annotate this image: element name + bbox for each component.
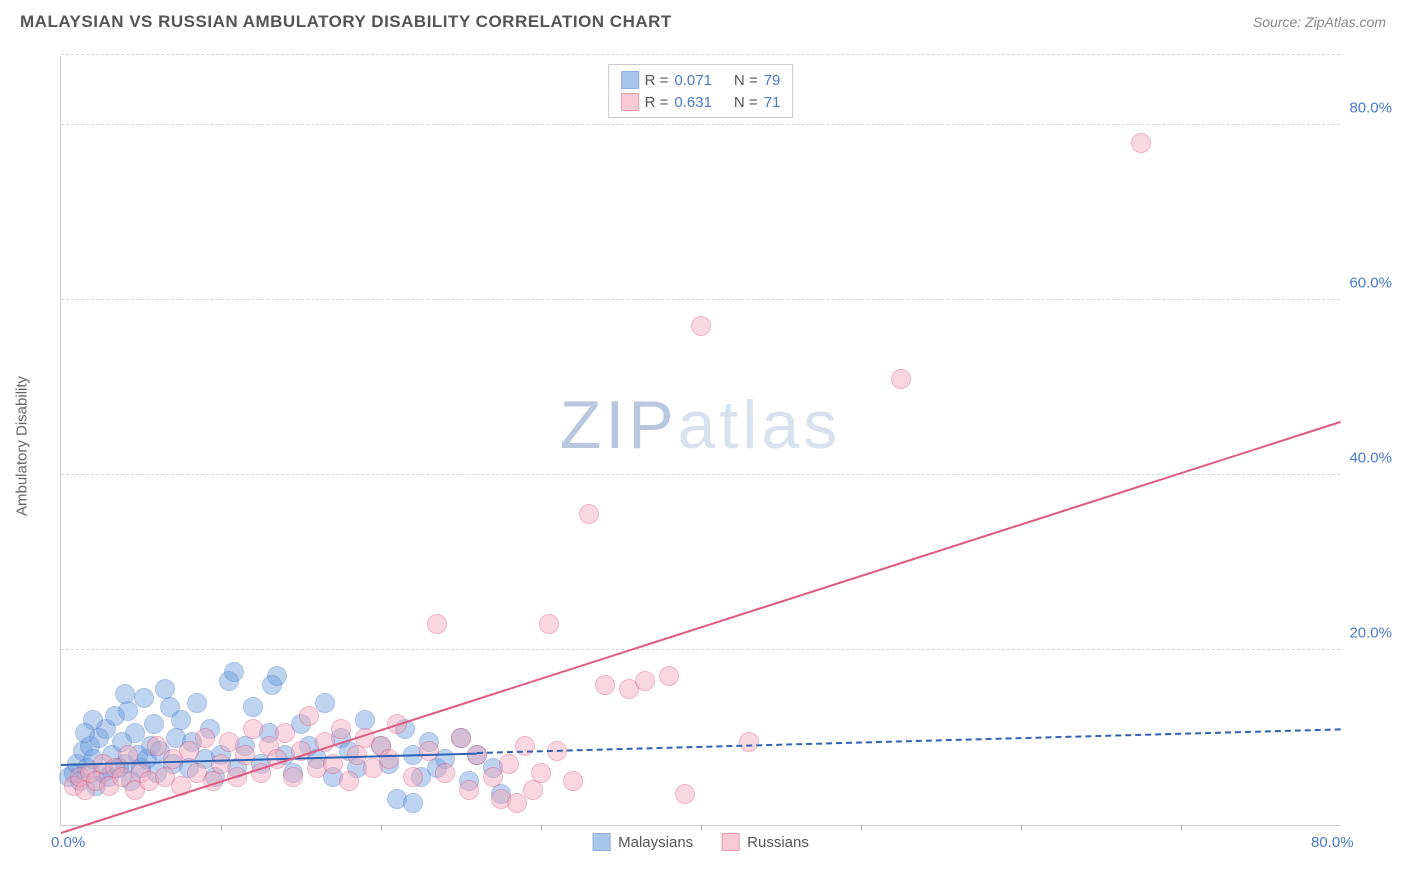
data-point bbox=[315, 693, 335, 713]
data-point bbox=[275, 723, 295, 743]
gridline bbox=[61, 124, 1340, 125]
data-point bbox=[118, 701, 138, 721]
x-tick-label: 80.0% bbox=[1311, 834, 1354, 851]
x-tick-mark bbox=[381, 825, 382, 831]
data-point bbox=[195, 728, 215, 748]
gridline bbox=[61, 474, 1340, 475]
data-point bbox=[523, 780, 543, 800]
data-point bbox=[427, 614, 447, 634]
data-point bbox=[115, 684, 135, 704]
legend-item: Malaysians bbox=[592, 833, 693, 851]
data-point bbox=[459, 780, 479, 800]
data-point bbox=[144, 714, 164, 734]
data-point bbox=[563, 771, 583, 791]
data-point bbox=[659, 666, 679, 686]
data-point bbox=[243, 719, 263, 739]
data-point bbox=[160, 697, 180, 717]
data-point bbox=[507, 793, 527, 813]
trend-line bbox=[61, 421, 1342, 834]
data-point bbox=[891, 369, 911, 389]
y-tick-label: 40.0% bbox=[1349, 450, 1392, 467]
x-tick-mark bbox=[701, 825, 702, 831]
x-tick-mark bbox=[1021, 825, 1022, 831]
data-point bbox=[499, 754, 519, 774]
chart-title: MALAYSIAN VS RUSSIAN AMBULATORY DISABILI… bbox=[20, 12, 672, 32]
series-legend: Malaysians Russians bbox=[592, 833, 809, 851]
legend-row: R =0.071N =79 bbox=[621, 69, 781, 91]
data-point bbox=[467, 745, 487, 765]
data-point bbox=[224, 662, 244, 682]
data-point bbox=[379, 749, 399, 769]
watermark: ZIPatlas bbox=[560, 386, 841, 464]
data-point bbox=[635, 671, 655, 691]
data-point bbox=[262, 675, 282, 695]
data-point bbox=[134, 688, 154, 708]
data-point bbox=[483, 767, 503, 787]
gridline bbox=[61, 299, 1340, 300]
y-tick-label: 80.0% bbox=[1349, 100, 1392, 117]
y-tick-label: 20.0% bbox=[1349, 625, 1392, 642]
data-point bbox=[539, 614, 559, 634]
data-point bbox=[339, 771, 359, 791]
data-point bbox=[403, 767, 423, 787]
data-point bbox=[579, 504, 599, 524]
y-axis-label: Ambulatory Disability bbox=[14, 376, 31, 516]
x-tick-label: 0.0% bbox=[51, 834, 85, 851]
x-tick-mark bbox=[541, 825, 542, 831]
data-point bbox=[1131, 133, 1151, 153]
data-point bbox=[515, 736, 535, 756]
data-point bbox=[235, 745, 255, 765]
data-point bbox=[283, 767, 303, 787]
data-point bbox=[187, 693, 207, 713]
x-tick-mark bbox=[1181, 825, 1182, 831]
legend-row: R =0.631N =71 bbox=[621, 91, 781, 113]
data-point bbox=[675, 784, 695, 804]
data-point bbox=[531, 763, 551, 783]
scatter-plot: ZIPatlas R =0.071N =79R =0.631N =71 Mala… bbox=[60, 56, 1340, 826]
data-point bbox=[403, 793, 423, 813]
data-point bbox=[435, 763, 455, 783]
data-point bbox=[243, 697, 263, 717]
data-point bbox=[419, 741, 439, 761]
correlation-legend: R =0.071N =79R =0.631N =71 bbox=[608, 64, 794, 118]
data-point bbox=[75, 723, 95, 743]
x-tick-mark bbox=[221, 825, 222, 831]
data-point bbox=[595, 675, 615, 695]
data-point bbox=[451, 728, 471, 748]
x-tick-mark bbox=[861, 825, 862, 831]
gridline bbox=[61, 649, 1340, 650]
trend-line bbox=[477, 729, 1341, 755]
y-tick-label: 60.0% bbox=[1349, 275, 1392, 292]
legend-item: Russians bbox=[721, 833, 809, 851]
source-label: Source: ZipAtlas.com bbox=[1253, 14, 1386, 30]
chart-container: Ambulatory Disability ZIPatlas R =0.071N… bbox=[50, 46, 1390, 846]
data-point bbox=[299, 706, 319, 726]
data-point bbox=[331, 719, 351, 739]
data-point bbox=[691, 316, 711, 336]
data-point bbox=[739, 732, 759, 752]
data-point bbox=[179, 741, 199, 761]
